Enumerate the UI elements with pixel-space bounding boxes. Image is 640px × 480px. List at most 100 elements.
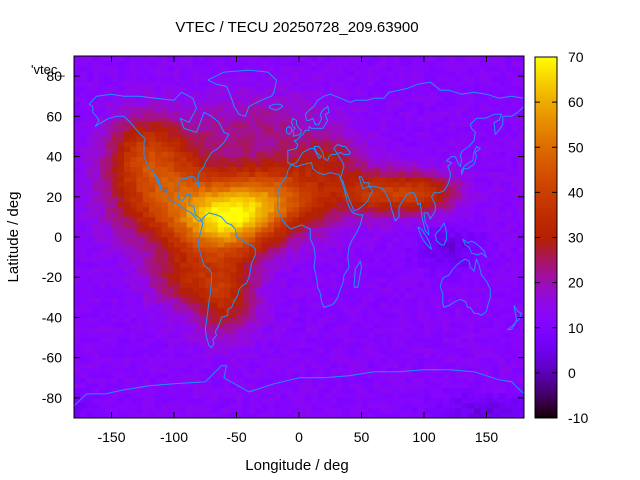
heatmap-cell [130, 402, 137, 409]
heatmap-cell [92, 332, 100, 338]
heatmap-cell [86, 282, 94, 288]
heatmap-cell [255, 131, 262, 137]
heatmap-cell [486, 136, 494, 142]
heatmap-cell [199, 407, 206, 414]
heatmap-cell [311, 56, 319, 62]
heatmap-cell [149, 252, 156, 258]
heatmap-cell [417, 322, 425, 328]
heatmap-cell [99, 412, 106, 418]
heatmap-cell [149, 191, 156, 198]
heatmap-cell [405, 242, 412, 248]
heatmap-cell [361, 116, 369, 122]
heatmap-cell [330, 242, 337, 248]
heatmap-cell [255, 297, 262, 303]
heatmap-cell [286, 71, 294, 77]
heatmap-cell [205, 221, 212, 228]
heatmap-cell [317, 171, 325, 178]
heatmap-cell [330, 347, 337, 354]
heatmap-cell [499, 332, 506, 338]
heatmap-cell [274, 96, 281, 102]
heatmap-cell [155, 312, 162, 318]
heatmap-cell [405, 327, 412, 333]
heatmap-cell [86, 136, 94, 142]
heatmap-cell [111, 166, 119, 173]
heatmap-cell [342, 237, 350, 243]
heatmap-cell [186, 352, 194, 359]
heatmap-cell [211, 407, 219, 414]
heatmap-cell [105, 226, 112, 233]
heatmap-cell [217, 247, 225, 253]
heatmap-cell [361, 156, 369, 162]
heatmap-cell [211, 186, 219, 193]
heatmap-cell [205, 171, 212, 178]
heatmap-cell [99, 196, 106, 203]
heatmap-cell [136, 372, 144, 379]
heatmap-cell [430, 402, 437, 409]
heatmap-cell [242, 211, 250, 218]
heatmap-cell [80, 327, 87, 333]
heatmap-cell [430, 297, 437, 303]
heatmap-cell [436, 151, 444, 157]
heatmap-cell [80, 237, 87, 243]
heatmap-cell [317, 196, 325, 203]
heatmap-cell [367, 307, 375, 313]
heatmap-cell [80, 302, 87, 308]
heatmap-cell [92, 352, 100, 359]
heatmap-cell [186, 121, 194, 127]
heatmap-cell [505, 292, 512, 298]
heatmap-cell [405, 161, 412, 168]
heatmap-cell [217, 171, 225, 178]
heatmap-cell [311, 151, 319, 157]
heatmap-cell [86, 151, 94, 157]
heatmap-cell [149, 136, 156, 142]
heatmap-cell [299, 221, 306, 228]
heatmap-cell [499, 171, 506, 178]
heatmap-cell [461, 141, 469, 147]
heatmap-cell [467, 86, 475, 92]
heatmap-cell [367, 126, 375, 132]
heatmap-cell [499, 357, 506, 364]
heatmap-cell [355, 267, 362, 273]
heatmap-cell [349, 156, 356, 162]
heatmap-cell [361, 196, 369, 203]
heatmap-cell [192, 387, 200, 394]
heatmap-cell [505, 362, 512, 369]
heatmap-cell [317, 91, 325, 97]
heatmap-cell [405, 121, 412, 127]
heatmap-cell [236, 151, 244, 157]
heatmap-cell [92, 272, 100, 278]
heatmap-cell [86, 252, 94, 258]
heatmap-cell [311, 131, 319, 137]
heatmap-cell [80, 76, 87, 82]
heatmap-cell [355, 387, 362, 394]
heatmap-cell [461, 372, 469, 379]
heatmap-cell [117, 111, 125, 117]
heatmap-cell [492, 302, 500, 308]
heatmap-cell [261, 86, 269, 92]
heatmap-cell [217, 272, 225, 278]
heatmap-cell [80, 337, 87, 343]
heatmap-cell [455, 407, 462, 414]
heatmap-cell [211, 242, 219, 248]
heatmap-cell [449, 387, 456, 394]
heatmap-cell [342, 377, 350, 384]
heatmap-cell [136, 141, 144, 147]
heatmap-cell [217, 166, 225, 173]
heatmap-cell [211, 61, 219, 67]
heatmap-cell [174, 96, 181, 102]
heatmap-cell [411, 81, 419, 87]
heatmap-cell [249, 66, 256, 72]
heatmap-cell [86, 91, 94, 97]
heatmap-cell [380, 111, 387, 117]
heatmap-cell [361, 101, 369, 107]
heatmap-cell [280, 362, 287, 369]
heatmap-cell [405, 116, 412, 122]
heatmap-cell [230, 377, 237, 384]
heatmap-cell [280, 216, 287, 223]
heatmap-cell [386, 156, 394, 162]
heatmap-cell [230, 141, 237, 147]
heatmap-cell [142, 337, 150, 343]
heatmap-cell [261, 272, 269, 278]
heatmap-cell [405, 186, 412, 193]
heatmap-cell [124, 332, 131, 338]
